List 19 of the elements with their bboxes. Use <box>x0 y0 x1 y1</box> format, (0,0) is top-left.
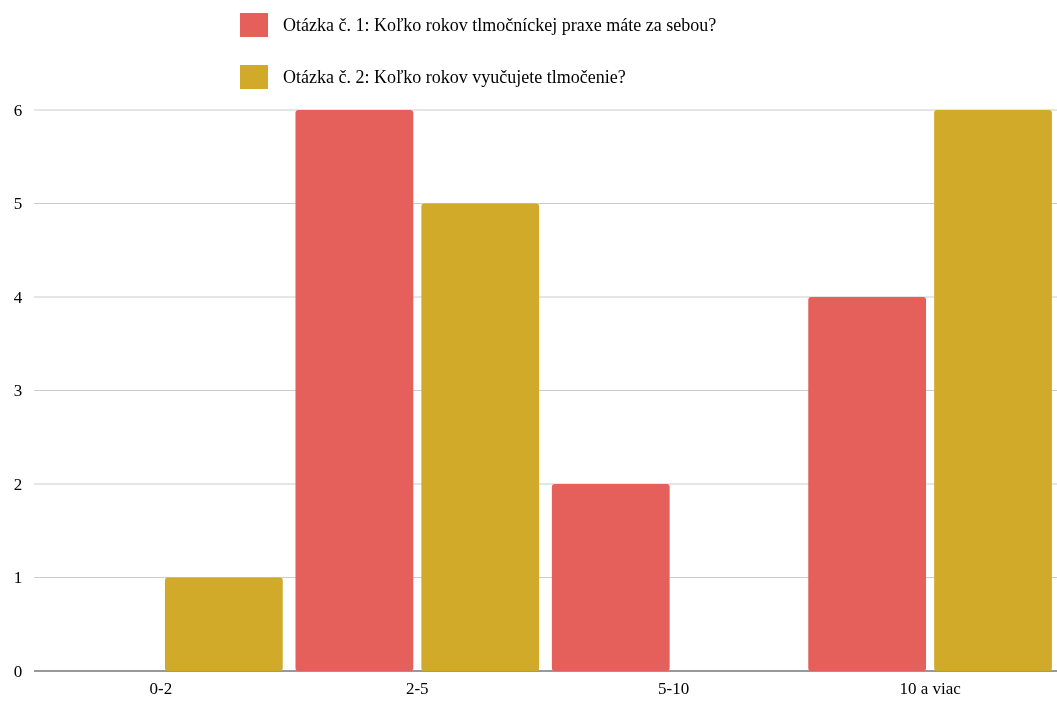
bar <box>808 297 927 671</box>
bar <box>934 110 1052 671</box>
y-tick-label: 3 <box>13 381 23 401</box>
y-tick-label: 4 <box>13 287 23 307</box>
x-tick-label: 0-2 <box>149 679 173 698</box>
bar <box>421 203 540 671</box>
y-tick-label: 2 <box>13 474 23 494</box>
legend-label: Otázka č. 1: Koľko rokov tlmočníckej praxe máte za sebou? <box>283 15 717 36</box>
bar <box>551 484 670 671</box>
legend-label: Otázka č. 2: Koľko rokov vyučujete tlmočenie? <box>283 67 626 88</box>
y-tick-label: 0 <box>13 661 23 681</box>
y-tick-label: 6 <box>13 100 23 120</box>
x-tick-label: 10 a viac <box>899 679 962 698</box>
x-tick-label: 2-5 <box>405 679 429 698</box>
bar <box>164 577 283 671</box>
bar <box>295 110 414 671</box>
x-tick-label: 5-10 <box>658 679 690 698</box>
y-tick-label: 1 <box>13 568 23 588</box>
y-tick-label: 5 <box>13 194 23 214</box>
